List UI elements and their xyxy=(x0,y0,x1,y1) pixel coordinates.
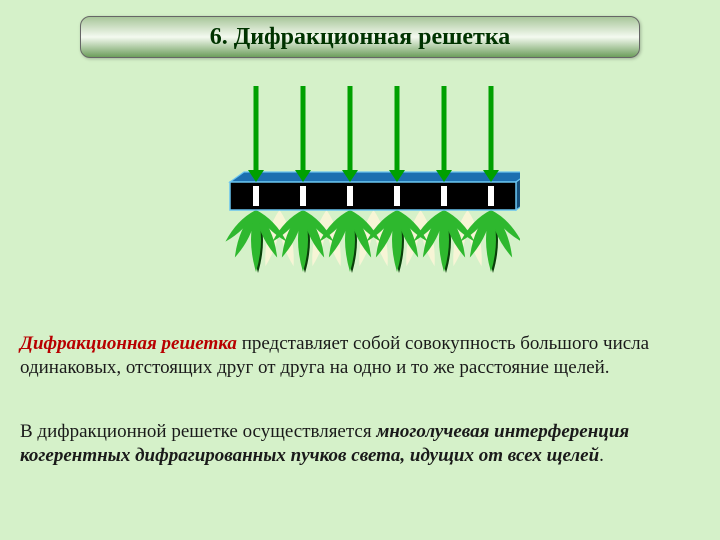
slide-page: 6. Дифракционная решетка Дифракционная р… xyxy=(0,0,720,540)
title-box: 6. Дифракционная решетка xyxy=(80,16,640,58)
paragraph-1: Дифракционная решетка представляет собой… xyxy=(20,332,698,381)
para2-end: . xyxy=(599,445,604,466)
para2-plain: В дифракционной решетке осуществляется xyxy=(20,421,376,442)
para1-lead: Дифракционная решетка xyxy=(20,333,237,354)
paragraph-2: В дифракционной решетке осуществляется м… xyxy=(20,420,698,469)
slide-title: 6. Дифракционная решетка xyxy=(210,24,511,51)
grating-diagram xyxy=(200,86,520,316)
